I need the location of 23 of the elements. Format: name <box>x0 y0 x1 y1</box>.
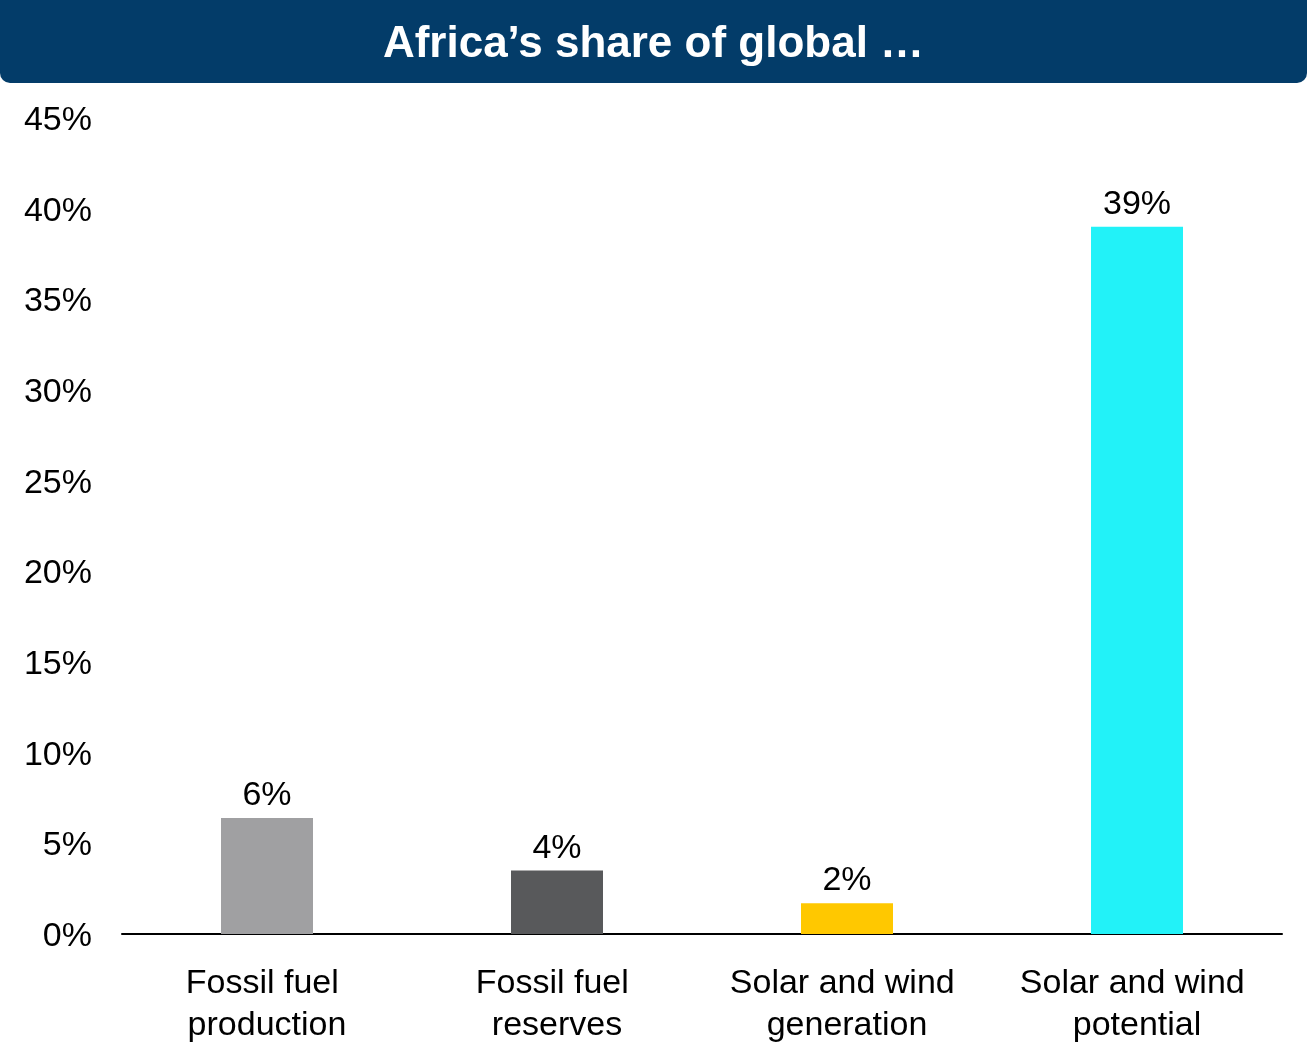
y-tick-label: 25% <box>23 461 92 500</box>
bar <box>1091 226 1183 934</box>
y-tick-label: 40% <box>23 189 92 228</box>
y-tick-label: 15% <box>23 643 92 681</box>
y-tick-label: 5% <box>42 824 92 863</box>
x-tick-label: Solar and wind generation <box>729 962 965 1042</box>
y-tick-label: 35% <box>23 280 92 319</box>
data-label: 4% <box>532 826 582 865</box>
data-label: 2% <box>822 859 872 898</box>
data-label: 6% <box>242 773 292 812</box>
x-tick-label: Fossil fuel reserves <box>475 962 639 1042</box>
data-label: 39% <box>1102 182 1172 221</box>
chart-title: Africa’s share of global … <box>0 0 1307 83</box>
bar <box>511 870 603 934</box>
y-tick-label: 0% <box>42 915 92 953</box>
x-tick-label: Solar and wind potential <box>1019 962 1255 1042</box>
y-tick-label: 30% <box>23 371 92 409</box>
y-tick-label: 45% <box>23 99 92 137</box>
y-tick-label: 10% <box>23 733 92 772</box>
y-tick-label: 20% <box>23 552 92 591</box>
bar <box>221 817 313 934</box>
x-tick-label: Fossil fuel production <box>185 962 349 1042</box>
bar <box>801 903 893 934</box>
